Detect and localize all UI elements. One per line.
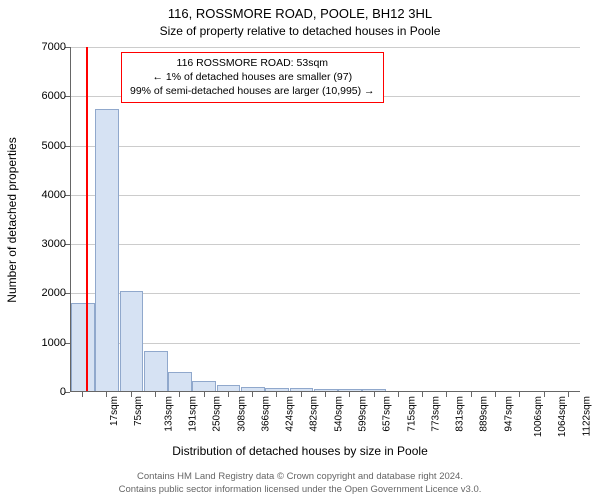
- histogram-bar: [338, 389, 362, 391]
- info-line-1: 116 ROSSMORE ROAD: 53sqm: [130, 56, 375, 70]
- info-line-2: ← 1% of detached houses are smaller (97): [130, 70, 375, 84]
- x-tick-label: 308sqm: [236, 396, 247, 432]
- footer: Contains HM Land Registry data © Crown c…: [0, 471, 600, 496]
- x-tick-label: 657sqm: [382, 396, 393, 432]
- x-tick-mark: [82, 392, 83, 397]
- y-tick-label: 3000: [16, 238, 66, 250]
- x-tick-label: 424sqm: [285, 396, 296, 432]
- x-tick-mark: [228, 392, 229, 397]
- x-axis-label: Distribution of detached houses by size …: [0, 444, 600, 458]
- x-tick-label: 482sqm: [309, 396, 320, 432]
- histogram-bar: [144, 351, 168, 391]
- x-tick-mark: [325, 392, 326, 397]
- x-tick-label: 831sqm: [455, 396, 466, 432]
- x-tick-mark: [544, 392, 545, 397]
- x-tick-mark: [179, 392, 180, 397]
- x-tick-mark: [204, 392, 205, 397]
- x-tick-label: 191sqm: [188, 396, 199, 432]
- x-tick-label: 947sqm: [503, 396, 514, 432]
- x-tick-label: 250sqm: [212, 396, 223, 432]
- gridline: [71, 343, 580, 344]
- x-tick-mark: [301, 392, 302, 397]
- x-tick-label: 17sqm: [109, 396, 120, 426]
- gridline: [71, 244, 580, 245]
- footer-line-2: Contains public sector information licen…: [0, 484, 600, 496]
- x-tick-mark: [374, 392, 375, 397]
- x-tick-mark: [155, 392, 156, 397]
- y-tick-label: 1000: [16, 337, 66, 349]
- histogram-bar: [217, 385, 241, 391]
- x-tick-label: 540sqm: [333, 396, 344, 432]
- gridline: [71, 146, 580, 147]
- x-tick-label: 773sqm: [430, 396, 441, 432]
- gridline: [71, 195, 580, 196]
- gridline: [71, 47, 580, 48]
- y-tick-label: 0: [16, 386, 66, 398]
- x-tick-mark: [422, 392, 423, 397]
- x-tick-label: 75sqm: [133, 396, 144, 426]
- histogram-bar: [314, 389, 338, 391]
- x-tick-label: 1006sqm: [533, 396, 544, 437]
- chart-title: 116, ROSSMORE ROAD, POOLE, BH12 3HL: [0, 6, 600, 21]
- x-tick-mark: [131, 392, 132, 397]
- reference-line: [86, 47, 88, 391]
- x-tick-mark: [471, 392, 472, 397]
- footer-line-1: Contains HM Land Registry data © Crown c…: [0, 471, 600, 483]
- y-axis-label: Number of detached properties: [5, 137, 19, 302]
- chart-subtitle: Size of property relative to detached ho…: [0, 24, 600, 38]
- x-tick-mark: [495, 392, 496, 397]
- info-box: 116 ROSSMORE ROAD: 53sqm ← 1% of detache…: [121, 52, 384, 103]
- x-tick-mark: [519, 392, 520, 397]
- x-tick-label: 366sqm: [260, 396, 271, 432]
- gridline: [71, 293, 580, 294]
- plot-area: 116 ROSSMORE ROAD: 53sqm ← 1% of detache…: [70, 47, 580, 392]
- histogram-bar: [362, 389, 386, 391]
- x-tick-label: 1122sqm: [581, 396, 592, 436]
- histogram-bar: [265, 388, 289, 391]
- histogram-bar: [290, 388, 314, 391]
- x-tick-label: 715sqm: [406, 396, 417, 432]
- histogram-bar: [168, 372, 192, 391]
- x-tick-mark: [349, 392, 350, 397]
- info-line-3: 99% of semi-detached houses are larger (…: [130, 84, 375, 98]
- y-tick-label: 4000: [16, 189, 66, 201]
- x-tick-label: 1064sqm: [557, 396, 568, 437]
- x-tick-mark: [252, 392, 253, 397]
- histogram-bar: [71, 303, 95, 391]
- histogram-bar: [95, 109, 119, 391]
- x-tick-label: 133sqm: [163, 396, 174, 432]
- histogram-bar: [120, 291, 144, 391]
- x-tick-mark: [398, 392, 399, 397]
- chart-container: 116, ROSSMORE ROAD, POOLE, BH12 3HL Size…: [0, 0, 600, 500]
- x-tick-mark: [568, 392, 569, 397]
- x-tick-mark: [276, 392, 277, 397]
- x-tick-label: 889sqm: [479, 396, 490, 432]
- x-tick-label: 599sqm: [358, 396, 369, 432]
- x-tick-mark: [446, 392, 447, 397]
- y-tick-label: 7000: [16, 41, 66, 53]
- y-tick-label: 2000: [16, 287, 66, 299]
- y-tick-label: 6000: [16, 90, 66, 102]
- histogram-bar: [241, 387, 265, 391]
- x-tick-mark: [106, 392, 107, 397]
- histogram-bar: [192, 381, 216, 391]
- y-tick-label: 5000: [16, 140, 66, 152]
